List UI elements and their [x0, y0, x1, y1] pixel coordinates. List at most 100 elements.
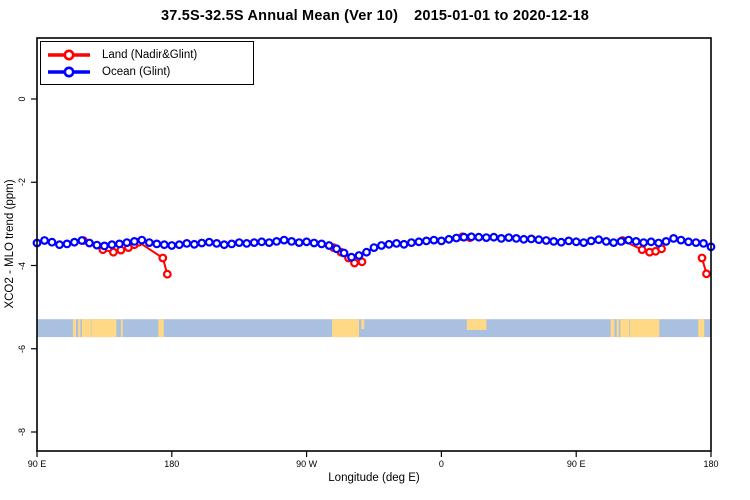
map-strip-land-patch — [91, 319, 117, 338]
data-point-ocean — [579, 238, 589, 248]
data-point-ocean — [624, 235, 633, 245]
data-point-ocean — [302, 237, 312, 247]
data-point-ocean — [609, 238, 618, 248]
data-point-ocean — [684, 237, 693, 247]
legend-marker-ocean-icon — [48, 66, 90, 77]
data-point-ocean — [362, 247, 371, 257]
x-axis-tick-label: 180 — [164, 459, 180, 469]
data-point-ocean — [422, 236, 431, 246]
data-point-ocean — [354, 251, 364, 260]
data-point-ocean — [189, 239, 199, 249]
x-axis-tick-label: 0 — [438, 459, 444, 469]
map-strip-land-patch — [361, 319, 365, 330]
data-point-ocean — [534, 235, 544, 245]
data-point-ocean — [272, 236, 282, 246]
data-point-ocean — [204, 237, 214, 247]
data-point-ocean — [594, 235, 604, 245]
data-point-land — [697, 253, 707, 263]
map-strip-land-patch — [81, 319, 91, 338]
data-point-ocean — [429, 235, 439, 245]
data-point-ocean — [114, 239, 124, 249]
data-point-ocean — [541, 236, 551, 245]
data-point-land — [637, 245, 647, 255]
data-point-ocean — [481, 233, 491, 243]
map-strip-land-patch — [120, 319, 123, 338]
data-point-ocean — [92, 240, 102, 250]
x-axis-tick-label: 180 — [703, 459, 719, 469]
data-point-ocean — [279, 235, 289, 245]
data-point-ocean — [639, 238, 648, 248]
data-point-ocean — [137, 235, 147, 245]
legend-label-ocean: Ocean (Glint) — [102, 65, 171, 78]
data-point-ocean — [77, 236, 87, 245]
data-point-ocean — [47, 237, 57, 247]
data-point-ocean — [287, 236, 297, 246]
data-point-ocean — [324, 241, 334, 250]
data-point-land — [158, 253, 168, 263]
data-point-ocean — [107, 240, 117, 250]
data-point-ocean — [407, 238, 416, 248]
data-point-ocean — [444, 234, 454, 244]
data-point-ocean — [219, 240, 229, 250]
data-point-ocean — [669, 233, 678, 243]
map-strip-land-patch — [610, 319, 615, 338]
data-point-ocean — [384, 239, 394, 249]
data-point-ocean — [646, 237, 656, 247]
y-axis-tick-label: -6 — [17, 344, 27, 353]
legend-item-land: Land (Nadir&Glint) — [45, 46, 247, 63]
data-point-ocean — [474, 232, 484, 242]
legend-marker-land-icon — [48, 49, 90, 60]
x-axis-tick-label: 90 W — [296, 459, 318, 469]
map-strip-land-patch — [630, 319, 660, 338]
data-point-ocean — [174, 240, 184, 250]
data-point-ocean — [264, 238, 274, 248]
data-point-ocean — [661, 236, 671, 246]
legend-label-land: Land (Nadir&Glint) — [102, 48, 198, 61]
data-point-ocean — [234, 238, 244, 248]
data-point-ocean — [519, 234, 529, 244]
data-point-ocean — [69, 237, 79, 247]
data-point-ocean — [549, 236, 559, 246]
data-point-ocean — [84, 238, 94, 248]
data-point-ocean — [699, 238, 708, 248]
data-point-ocean — [459, 232, 469, 242]
map-strip-land-patch — [78, 319, 81, 338]
map-strip-land-patch — [616, 319, 619, 338]
data-point-ocean — [586, 236, 596, 246]
data-point-ocean — [197, 238, 207, 248]
data-point-ocean — [571, 237, 581, 247]
data-point-ocean — [294, 238, 304, 248]
data-point-ocean — [631, 236, 641, 246]
data-point-ocean — [504, 233, 514, 243]
data-point-land — [702, 269, 711, 279]
chart-title-dates: 2015-01-01 to 2020-12-18 — [414, 8, 590, 24]
data-point-ocean — [167, 241, 177, 250]
data-point-ocean — [556, 237, 566, 247]
data-point-ocean — [452, 233, 461, 243]
data-point-ocean — [437, 236, 446, 246]
data-point-ocean — [489, 232, 499, 242]
y-axis-tick-label: -2 — [17, 178, 27, 187]
map-strip-land-patch — [698, 319, 705, 338]
map-strip-land-patch — [466, 319, 487, 330]
map-strip-land-patch — [158, 319, 164, 338]
map-strip-land-patch — [620, 319, 630, 338]
map-strip-ocean — [37, 319, 711, 338]
data-point-ocean — [55, 240, 64, 250]
data-point-ocean — [242, 238, 252, 248]
data-point-ocean — [339, 248, 349, 258]
data-point-land — [108, 247, 118, 257]
data-point-ocean — [122, 238, 132, 248]
data-point-ocean — [369, 243, 379, 253]
data-point-ocean — [691, 238, 701, 248]
x-axis-tick-label: 90 E — [27, 459, 47, 469]
data-point-ocean — [511, 233, 521, 243]
data-point-ocean — [399, 239, 409, 249]
data-point-ocean — [144, 238, 154, 248]
data-point-ocean — [317, 239, 327, 249]
legend-box: Land (Nadir&Glint) Ocean (Glint) — [40, 41, 254, 85]
map-strip-land-patch — [332, 319, 360, 338]
data-point-ocean — [467, 232, 476, 242]
data-point-ocean — [182, 238, 192, 248]
